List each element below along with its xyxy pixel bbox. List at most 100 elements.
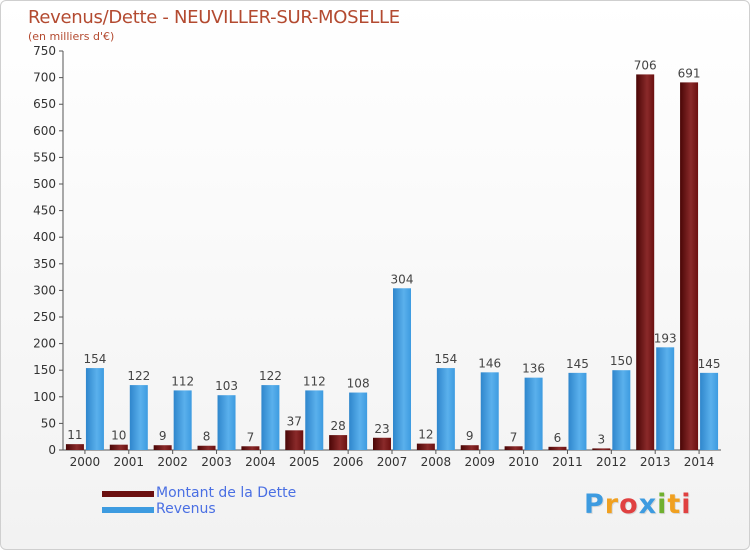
y-tick-label: 50 [41, 416, 56, 430]
data-label-revenus: 146 [478, 356, 501, 370]
bar-revenus [305, 390, 324, 450]
y-tick-label: 700 [33, 71, 56, 85]
x-tick-label: 2009 [464, 455, 495, 469]
x-tick-label: 2007 [377, 455, 408, 469]
bar-dette [65, 444, 84, 450]
bar-dette [373, 437, 391, 450]
logo-letter: o [619, 489, 639, 520]
data-label-dette: 11 [67, 428, 82, 442]
x-tick-label: 2004 [245, 455, 276, 469]
bar-dette [285, 430, 304, 450]
x-tick-label: 2010 [508, 455, 539, 469]
data-label-revenus: 150 [610, 354, 633, 368]
bar-revenus [129, 385, 148, 450]
y-tick-label: 150 [33, 363, 56, 377]
data-label-dette: 3 [598, 432, 606, 446]
proxiti-logo: Proxiti [584, 489, 692, 520]
y-tick-label: 500 [33, 177, 56, 191]
bar-revenus [173, 390, 192, 450]
x-tick-label: 2008 [421, 455, 452, 469]
x-tick-label: 2003 [201, 455, 232, 469]
y-tick-label: 300 [33, 283, 56, 297]
x-tick-label: 2013 [640, 455, 671, 469]
data-label-dette: 37 [287, 414, 302, 428]
y-tick-label: 650 [33, 97, 56, 111]
logo-letter: i [681, 489, 692, 520]
data-label-dette: 9 [159, 429, 167, 443]
legend-swatch-revenus [102, 507, 154, 513]
bar-dette [197, 445, 216, 450]
data-label-dette: 706 [634, 58, 657, 72]
logo-letter: P [584, 489, 605, 520]
data-label-revenus: 154 [83, 352, 106, 366]
data-label-revenus: 136 [522, 362, 545, 376]
data-label-revenus: 112 [171, 374, 194, 388]
logo-letter: t [667, 489, 682, 520]
data-label-revenus: 103 [215, 379, 238, 393]
data-label-revenus: 122 [127, 369, 150, 383]
legend-label-dette: Montant de la Dette [156, 485, 297, 501]
bar-revenus [217, 395, 236, 450]
y-tick-label: 250 [33, 310, 56, 324]
y-tick-label: 450 [33, 204, 56, 218]
y-tick-label: 750 [33, 44, 56, 58]
data-label-revenus: 145 [566, 357, 589, 371]
x-tick-label: 2002 [157, 455, 188, 469]
bar-dette [504, 446, 523, 450]
y-tick-label: 0 [48, 443, 56, 457]
x-tick-label: 2006 [333, 455, 364, 469]
logo-letter: i [657, 489, 668, 520]
data-label-revenus: 145 [698, 357, 721, 371]
x-tick-label: 2012 [596, 455, 627, 469]
chart-title: Revenus/Dette - NEUVILLER-SUR-MOSELLE [28, 7, 400, 28]
bar-revenus [656, 347, 675, 450]
bar-dette [548, 446, 567, 450]
bar-dette [680, 82, 699, 450]
y-tick-label: 200 [33, 337, 56, 351]
y-tick-label: 350 [33, 257, 56, 271]
bar-revenus [524, 377, 543, 450]
x-tick-label: 2014 [684, 455, 715, 469]
bar-revenus [393, 288, 411, 450]
x-tick-label: 2001 [114, 455, 145, 469]
bar-dette [636, 74, 655, 451]
bar-dette [241, 446, 260, 450]
chart-subtitle: (en milliers d'€) [28, 30, 115, 43]
bar-revenus [85, 368, 104, 450]
data-label-revenus: 122 [259, 369, 282, 383]
bar-dette [416, 443, 435, 450]
bar-revenus [436, 368, 455, 450]
bar-dette [153, 445, 172, 450]
bar-revenus [349, 392, 368, 450]
logo-letter: x [638, 489, 658, 520]
data-label-dette: 12 [418, 428, 433, 442]
data-label-revenus: 154 [434, 352, 457, 366]
y-tick-label: 550 [33, 150, 56, 164]
data-label-dette: 9 [466, 429, 474, 443]
bar-revenus [612, 370, 631, 450]
bar-revenus [480, 372, 499, 450]
data-label-dette: 6 [554, 431, 562, 445]
data-label-dette: 28 [330, 419, 345, 433]
legend-label-revenus: Revenus [156, 501, 216, 517]
data-label-dette: 7 [510, 430, 518, 444]
y-tick-label: 400 [33, 230, 56, 244]
x-tick-label: 2011 [552, 455, 583, 469]
x-tick-label: 2005 [289, 455, 320, 469]
data-label-dette: 23 [374, 422, 389, 436]
bar-revenus [261, 385, 280, 450]
data-label-dette: 691 [678, 66, 701, 80]
x-tick-label: 2000 [70, 455, 101, 469]
bar-dette [460, 445, 479, 450]
legend-swatch-dette [102, 491, 154, 497]
y-tick-label: 600 [33, 124, 56, 138]
data-label-dette: 7 [247, 430, 255, 444]
bar-dette [109, 444, 128, 450]
data-label-revenus: 108 [347, 377, 370, 391]
data-label-dette: 8 [203, 430, 211, 444]
data-label-revenus: 193 [654, 331, 677, 345]
y-tick-label: 100 [33, 390, 56, 404]
data-label-revenus: 304 [391, 272, 414, 286]
